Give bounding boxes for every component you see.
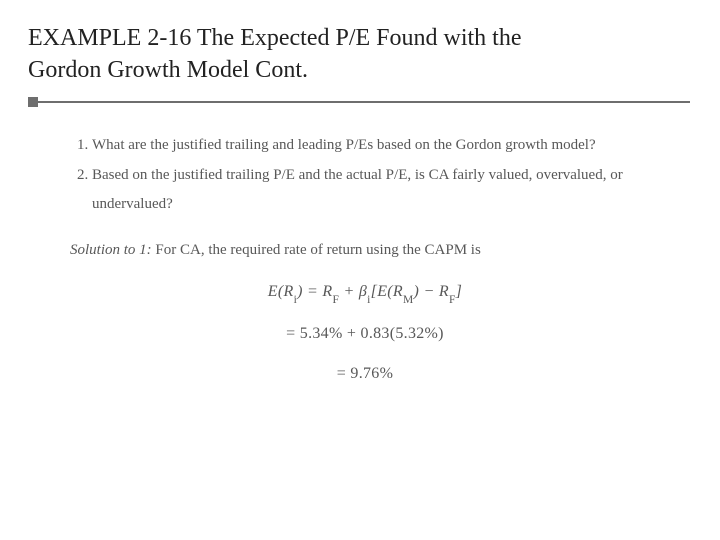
slide: EXAMPLE 2-16 The Expected P/E Found with… bbox=[0, 0, 720, 540]
eq-text: ) − R bbox=[414, 283, 449, 300]
rule-square-icon bbox=[28, 97, 38, 107]
eq-sub: i bbox=[367, 294, 371, 306]
equation-line-2: = 5.34% + 0.83(5.32%) bbox=[70, 319, 660, 349]
eq-sub: M bbox=[403, 294, 414, 306]
slide-title: EXAMPLE 2-16 The Expected P/E Found with… bbox=[28, 22, 692, 89]
title-line-2: Gordon Growth Model Cont. bbox=[28, 57, 308, 83]
equation-line-3: = 9.76% bbox=[70, 359, 660, 389]
equation-block: E(Ri) = RF + βi[E(RM) − RF] = 5.34% + 0.… bbox=[70, 277, 660, 390]
eq-sub: F bbox=[332, 294, 339, 306]
solution-label: Solution to 1: bbox=[70, 242, 152, 258]
equation-line-1: E(Ri) = RF + βi[E(RM) − RF] bbox=[70, 277, 660, 309]
eq-text: + β bbox=[339, 283, 367, 300]
eq-sub: i bbox=[294, 294, 298, 306]
eq-sub: F bbox=[449, 294, 456, 306]
rule-line bbox=[38, 101, 690, 103]
eq-text: [E(R bbox=[371, 283, 403, 300]
title-rule bbox=[28, 93, 692, 111]
eq-text: ) = R bbox=[297, 283, 332, 300]
title-line-1: EXAMPLE 2-16 The Expected P/E Found with… bbox=[28, 25, 522, 51]
content-area: What are the justified trailing and lead… bbox=[70, 131, 660, 390]
question-item: Based on the justified trailing P/E and … bbox=[92, 161, 660, 218]
eq-text: E(R bbox=[268, 283, 294, 300]
question-item: What are the justified trailing and lead… bbox=[92, 131, 660, 160]
question-list: What are the justified trailing and lead… bbox=[70, 131, 660, 219]
solution-text-body: For CA, the required rate of return usin… bbox=[155, 242, 480, 258]
solution-block: Solution to 1: For CA, the required rate… bbox=[70, 236, 660, 265]
eq-text: ] bbox=[456, 283, 463, 300]
